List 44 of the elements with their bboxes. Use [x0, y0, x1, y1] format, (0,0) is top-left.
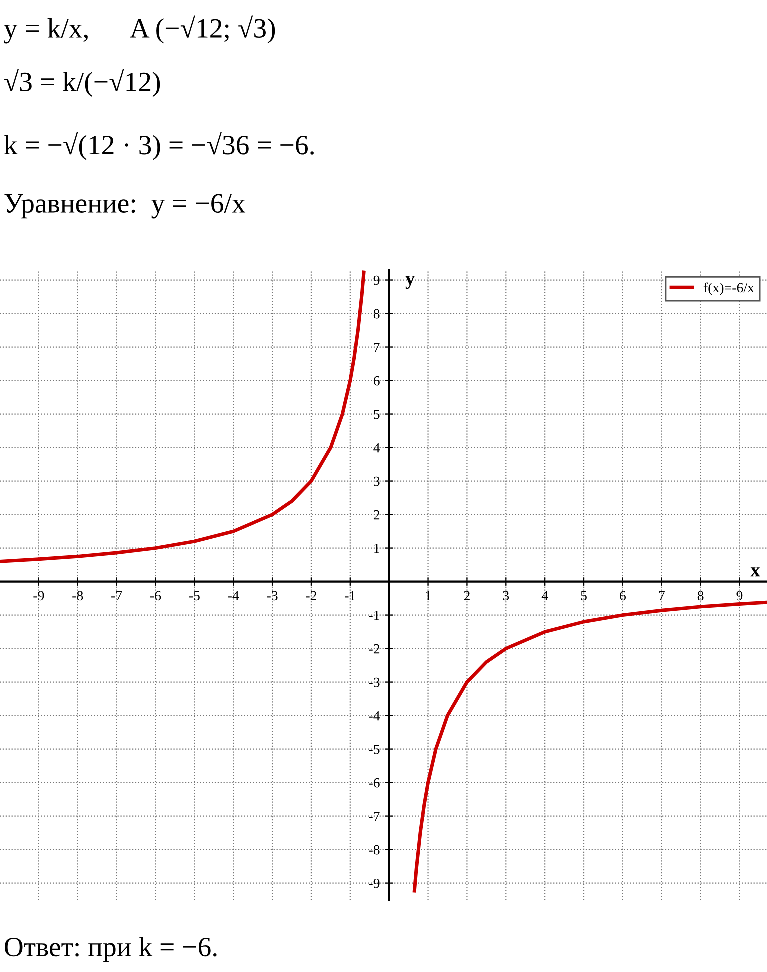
y-tick-label: -4	[369, 711, 380, 721]
text: Уравнение: y = −6/x	[4, 194, 246, 219]
text: y = k/x, A (−√12; √3)	[4, 16, 276, 44]
y-tick-label: -2	[369, 644, 380, 654]
x-tick-label: -7	[112, 591, 122, 600]
x-tick-label: 1	[426, 591, 431, 600]
x-tick-label: 5	[581, 591, 587, 601]
y-tick-label: 9	[374, 276, 380, 286]
legend-label: f(x)=-6/x	[704, 282, 754, 296]
x-axis-title: x	[750, 568, 760, 577]
x-tick-label: -4	[228, 591, 240, 600]
text: Ответ: при k = −6.	[4, 937, 217, 962]
x-tick-label: -3	[267, 591, 278, 601]
x-tick-label: 3	[503, 591, 510, 601]
x-tick-label: 7	[659, 591, 665, 600]
y-tick-label: -9	[369, 878, 380, 888]
y-tick-label: -3	[369, 678, 380, 688]
y-tick-label: 3	[374, 476, 380, 486]
x-tick-label: 2	[464, 591, 470, 600]
y-tick-label: 8	[374, 309, 380, 319]
y-tick-label: -6	[369, 778, 380, 788]
y-tick-label: 2	[374, 510, 380, 520]
x-tick-label: -9	[34, 591, 44, 601]
y-tick-label: 5	[374, 410, 380, 420]
y-tick-label: 1	[374, 544, 380, 554]
x-tick-label: -6	[150, 591, 162, 601]
x-tick-label: 6	[620, 591, 626, 601]
y-axis-title: y	[406, 276, 416, 290]
x-tick-label: 9	[736, 591, 743, 601]
text: k = −√(12 · 3) = −√36 = −6.	[4, 132, 314, 160]
x-tick-label: 8	[698, 591, 704, 601]
y-tick-label: 7	[374, 342, 380, 352]
x-tick-label: -8	[72, 591, 84, 601]
x-tick-label: -1	[345, 591, 356, 600]
x-tick-label: 4	[542, 591, 548, 600]
text: √3 = k/(−√12)	[4, 69, 160, 98]
y-tick-label: -5	[369, 745, 380, 754]
y-tick-label: -7	[369, 812, 380, 822]
y-tick-label: 4	[374, 443, 380, 453]
y-tick-label: -8	[369, 845, 380, 855]
y-tick-label: -1	[369, 610, 380, 620]
x-tick-label: -5	[189, 591, 200, 601]
x-tick-label: -2	[306, 591, 316, 600]
y-tick-label: 6	[374, 376, 380, 386]
